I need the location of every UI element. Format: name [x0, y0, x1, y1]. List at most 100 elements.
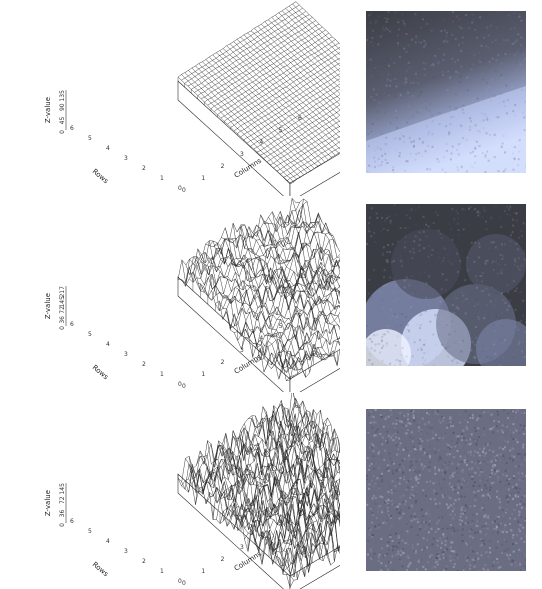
mesh-line — [189, 256, 302, 371]
row-tick-label: 5 — [88, 135, 92, 142]
row-tick-label: 4 — [106, 341, 110, 348]
row-tick-label: 0 — [178, 578, 182, 585]
row-tick-label: 6 — [70, 321, 74, 328]
mesh-line — [207, 440, 320, 558]
column-tick-label: 1 — [201, 175, 205, 182]
column-tick-label: 0 — [182, 383, 186, 390]
mesh-line — [283, 141, 340, 178]
z-tick-label: 36 — [59, 316, 66, 324]
mesh-line — [273, 409, 340, 480]
mesh-line — [295, 1, 340, 45]
row-tick-label: 1 — [160, 371, 164, 378]
z-tick-label: 45 — [59, 117, 66, 125]
mesh-line — [276, 220, 340, 281]
column-tick-label: 6 — [298, 508, 302, 515]
column-tick-label: 3 — [240, 151, 244, 158]
surface-mesh — [177, 197, 340, 392]
row-tick-label: 3 — [124, 351, 128, 358]
mesh-line — [243, 34, 340, 128]
mesh-line — [248, 418, 340, 525]
surface-plot-medium: 03672145217Z-value0123456Rows0123456Colu… — [44, 197, 340, 392]
z-tick-label: 145 — [59, 296, 66, 308]
z-tick-label: 90 — [59, 103, 66, 111]
mesh-line — [260, 214, 340, 305]
column-tick-label: 6 — [298, 115, 302, 122]
mesh-line — [264, 223, 340, 295]
column-tick-label: 6 — [298, 311, 302, 318]
mesh-line — [296, 407, 340, 453]
mesh-line — [202, 61, 315, 169]
mesh-line — [197, 248, 310, 373]
column-tick-label: 0 — [182, 187, 186, 194]
z-tick-label: 0 — [59, 326, 66, 330]
mesh-line — [261, 24, 340, 100]
texture-grain — [366, 11, 526, 173]
mesh-line — [247, 32, 340, 122]
z-tick-label: 36 — [59, 510, 66, 518]
mesh-line — [262, 406, 340, 501]
row-tick-label: 5 — [88, 331, 92, 338]
mesh-line — [185, 198, 304, 287]
mesh-line — [211, 445, 324, 562]
mesh-line — [288, 397, 340, 465]
z-axis-label: Z-value — [44, 97, 52, 123]
row-tick-label: 1 — [160, 568, 164, 575]
mesh-line — [285, 8, 340, 61]
mesh-line — [292, 3, 340, 50]
mesh-line — [209, 240, 322, 357]
mesh-line — [221, 237, 334, 356]
row-tick-label: 2 — [142, 165, 146, 172]
row-tick-label: 1 — [160, 175, 164, 182]
mesh-line — [193, 261, 306, 378]
mesh-line — [282, 519, 340, 578]
mesh-line — [233, 41, 340, 144]
mesh-line — [222, 48, 336, 156]
mesh-line — [188, 70, 301, 178]
mesh-line — [248, 226, 340, 308]
z-axis-label: Z-value — [44, 490, 52, 516]
z-tick-label: 72 — [59, 496, 66, 504]
mesh-line — [255, 415, 340, 519]
mesh-line — [281, 400, 340, 470]
mesh-line — [240, 430, 340, 526]
column-tick-label: 4 — [259, 139, 263, 146]
mesh-line — [268, 19, 340, 89]
texture-image-rough — [366, 409, 526, 571]
mesh-line — [212, 54, 325, 163]
row-tick-label: 5 — [88, 528, 92, 535]
texture-blob — [391, 229, 461, 299]
texture-blob — [466, 234, 526, 294]
mesh-line — [251, 415, 340, 519]
mesh-line — [289, 151, 340, 185]
column-tick-label: 4 — [259, 335, 263, 342]
column-tick-label: 4 — [259, 532, 263, 539]
column-tick-label: 2 — [221, 163, 225, 170]
mesh-line — [216, 52, 329, 161]
mesh-line — [177, 76, 291, 185]
mesh-line — [277, 403, 340, 474]
rows-axis-label: Rows — [91, 167, 110, 185]
mesh-line — [268, 216, 340, 289]
column-tick-label: 3 — [240, 544, 244, 551]
mesh-line — [214, 444, 328, 550]
row-tick-label: 3 — [124, 548, 128, 555]
mesh-line — [236, 226, 340, 341]
row-tick-label: 3 — [124, 155, 128, 162]
texture-grain — [366, 204, 526, 366]
mesh-line — [209, 56, 322, 165]
mesh-line — [205, 59, 318, 167]
mesh-line — [213, 242, 326, 361]
texture-image-medium — [366, 204, 526, 366]
mesh-line — [287, 208, 340, 267]
texture-grain — [366, 409, 526, 571]
mesh-line — [286, 146, 340, 182]
mesh-line — [222, 432, 335, 562]
mesh-line — [295, 198, 340, 253]
mesh-line — [219, 50, 332, 158]
z-axis-label: Z-value — [44, 293, 52, 319]
base-side-right — [289, 349, 340, 392]
row-tick-label: 0 — [178, 185, 182, 192]
texture-highlight — [366, 86, 526, 173]
column-tick-label: 1 — [201, 371, 205, 378]
